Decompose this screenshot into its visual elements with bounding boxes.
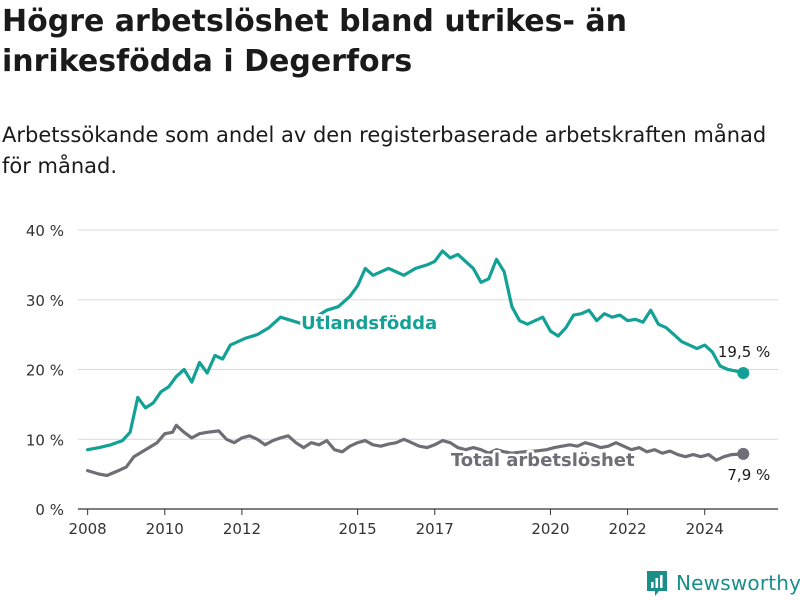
y-tick-label: 0 % — [35, 501, 64, 519]
series-label-total: Total arbetslöshet — [451, 450, 635, 471]
x-tick-label: 2020 — [531, 520, 569, 538]
brand-name: Newsworthy — [676, 571, 800, 595]
end-marker-total — [737, 447, 750, 460]
y-tick-label: 30 % — [26, 292, 64, 310]
series-line-utlandsfodda — [86, 249, 745, 452]
newsworthy-logo-icon — [647, 571, 667, 596]
chart-title: Högre arbetslöshet bland utrikes- än inr… — [2, 4, 627, 79]
y-tick-label: 20 % — [26, 362, 64, 380]
end-marker-utlandsfodda — [737, 366, 750, 379]
x-tick-label: 2022 — [608, 520, 646, 538]
end-value-label-total: 7,9 % — [727, 466, 770, 484]
x-tick-label: 2012 — [223, 520, 261, 538]
line-chart: 0 % 10 % 20 % 30 % 40 % 2008 2010 2012 2015 2017 2… — [26, 222, 778, 538]
x-tick-label: 2008 — [69, 520, 107, 538]
x-tick-label: 2010 — [146, 520, 184, 538]
series-label-utlandsfodda: Utlandsfödda — [301, 313, 437, 334]
brand-logo: Newsworthy — [645, 568, 800, 598]
y-tick-label: 10 % — [26, 431, 64, 449]
chart-subtitle: Arbetssökande som andel av den registerb… — [2, 123, 767, 178]
end-value-label-utlandsfodda: 19,5 % — [718, 343, 770, 361]
y-tick-label: 40 % — [26, 222, 64, 240]
x-tick-label: 2024 — [686, 520, 724, 538]
series-line-total — [86, 423, 745, 478]
x-tick-label: 2017 — [416, 520, 454, 538]
x-tick-label: 2015 — [339, 520, 377, 538]
